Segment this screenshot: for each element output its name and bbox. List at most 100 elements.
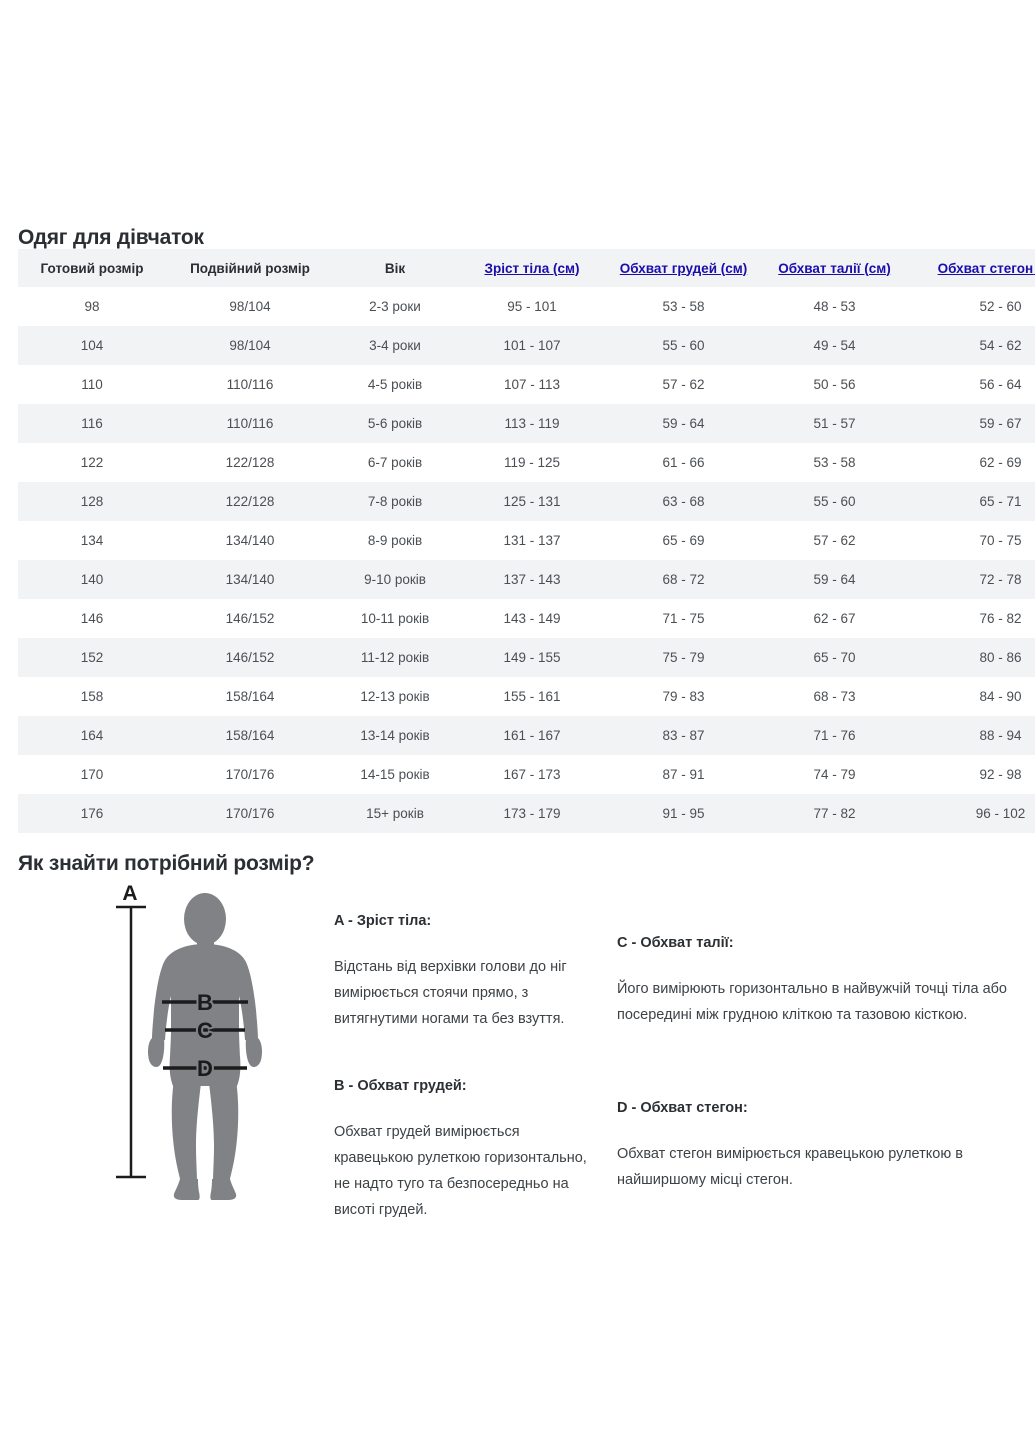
table-row: 170 170/176 14-15 років 167 - 173 87 - 91 74 … [18,755,1035,794]
table-cell-col3: 11-12 років [334,638,456,677]
table-cell-col4: 161 - 167 [456,716,608,755]
table-cell-col2: 170/176 [166,794,334,833]
table-row: 116 110/116 5-6 років 113 - 119 59 - 64 51 - … [18,404,1035,443]
table-cell-col6: 55 - 60 [759,482,910,521]
description-hip-girth: D - Обхват стегон: Обхват стегон вимірює… [617,1095,1009,1193]
table-cell-col1: 140 [18,560,166,599]
table-cell-col3: 15+ років [334,794,456,833]
table-cell-col6: 57 - 62 [759,521,910,560]
table-cell-col7: 96 - 102 [910,794,1035,833]
description-title-a: A - Зріст тіла: [334,913,432,929]
table-cell-col4: 137 - 143 [456,560,608,599]
svg-text:D: D [197,1056,213,1081]
table-cell-col7: 70 - 75 [910,521,1035,560]
table-cell-col2: 122/128 [166,482,334,521]
table-row: 146 146/152 10-11 років 143 - 149 71 - 75 62 … [18,599,1035,638]
table-cell-col6: 62 - 67 [759,599,910,638]
table-cell-col5: 53 - 58 [608,287,759,326]
table-cell-col4: 173 - 179 [456,794,608,833]
table-cell-col7: 76 - 82 [910,599,1035,638]
table-row: 104 98/104 3-4 роки 101 - 107 55 - 60 49 - 54… [18,326,1035,365]
table-cell-col1: 146 [18,599,166,638]
table-cell-col3: 10-11 років [334,599,456,638]
table-row: 110 110/116 4-5 років 107 - 113 57 - 62 50 - … [18,365,1035,404]
table-cell-col5: 79 - 83 [608,677,759,716]
table-cell-col6: 68 - 73 [759,677,910,716]
table-cell-col6: 53 - 58 [759,443,910,482]
table-cell-col7: 88 - 94 [910,716,1035,755]
table-cell-col7: 54 - 62 [910,326,1035,365]
table-cell-col4: 101 - 107 [456,326,608,365]
column-header-unit: (см) [860,260,891,276]
table-cell-col7: 92 - 98 [910,755,1035,794]
table-cell-col7: 62 - 69 [910,443,1035,482]
table-cell-col5: 75 - 79 [608,638,759,677]
table-cell-col5: 65 - 69 [608,521,759,560]
table-cell-col2: 134/140 [166,521,334,560]
table-cell-col5: 71 - 75 [608,599,759,638]
column-header-link-label: Зріст тіла [484,260,550,276]
table-cell-col4: 167 - 173 [456,755,608,794]
table-cell-col2: 158/164 [166,677,334,716]
column-header-7[interactable]: Обхват стегон (см) [910,249,1035,287]
table-row: 164 158/164 13-14 років 161 - 167 83 - 87 71 … [18,716,1035,755]
table-cell-col3: 4-5 років [334,365,456,404]
table-cell-col2: 110/116 [166,365,334,404]
table-cell-col3: 13-14 років [334,716,456,755]
table-row: 98 98/104 2-3 роки 95 - 101 53 - 58 48 - 53 52… [18,287,1035,326]
table-cell-col4: 119 - 125 [456,443,608,482]
svg-text:C: C [197,1018,213,1043]
table-row: 122 122/128 6-7 років 119 - 125 61 - 66 53 - … [18,443,1035,482]
table-cell-col7: 59 - 67 [910,404,1035,443]
table-cell-col2: 98/104 [166,326,334,365]
table-cell-col2: 158/164 [166,716,334,755]
column-header-1: Готовий розмір [18,249,166,287]
table-cell-col2: 122/128 [166,443,334,482]
table-row: 128 122/128 7-8 років 125 - 131 63 - 68 55 - … [18,482,1035,521]
table-header: Готовий розмір Подвійний розмір Вік Зріст т… [18,249,1035,287]
column-header-5[interactable]: Обхват грудей (см) [608,249,759,287]
table-cell-col3: 3-4 роки [334,326,456,365]
table-cell-col7: 56 - 64 [910,365,1035,404]
table-cell-col5: 59 - 64 [608,404,759,443]
table-cell-col4: 113 - 119 [456,404,608,443]
table-cell-col3: 5-6 років [334,404,456,443]
description-text-b: Обхват грудей вимірюється кравецькою рул… [334,1124,587,1218]
table-cell-col1: 110 [18,365,166,404]
table-cell-col6: 77 - 82 [759,794,910,833]
table-cell-col1: 128 [18,482,166,521]
table-cell-col2: 170/176 [166,755,334,794]
child-silhouette [148,893,262,1200]
description-waist-girth: C - Обхват талії: Його вимірюють горизон… [617,930,1009,1028]
table-cell-col1: 98 [18,287,166,326]
table-cell-col6: 74 - 79 [759,755,910,794]
table-cell-col4: 125 - 131 [456,482,608,521]
column-header-unit: (см) [549,260,580,276]
table-cell-col4: 131 - 137 [456,521,608,560]
table-cell-col4: 143 - 149 [456,599,608,638]
table-cell-col1: 116 [18,404,166,443]
table-cell-col6: 65 - 70 [759,638,910,677]
table-cell-col4: 155 - 161 [456,677,608,716]
table-cell-col3: 14-15 років [334,755,456,794]
column-header-2: Подвійний розмір [166,249,334,287]
table-cell-col1: 122 [18,443,166,482]
table-cell-col7: 80 - 86 [910,638,1035,677]
description-chest-girth: B - Обхват грудей: Обхват грудей вимірює… [334,1073,596,1223]
body-measurement-diagram: A [108,880,293,1210]
description-title-d: D - Обхват стегон: [617,1100,748,1116]
column-header-link-label: Обхват стегон [937,260,1034,276]
table-cell-col7: 84 - 90 [910,677,1035,716]
table-cell-col4: 107 - 113 [456,365,608,404]
table-cell-col1: 170 [18,755,166,794]
table-cell-col1: 104 [18,326,166,365]
page-title-how-to-find-size: Як знайти потрібний розмір? [18,852,315,876]
table-cell-col5: 68 - 72 [608,560,759,599]
table-cell-col1: 176 [18,794,166,833]
table-cell-col3: 9-10 років [334,560,456,599]
table-cell-col5: 63 - 68 [608,482,759,521]
column-header-4[interactable]: Зріст тіла (см) [456,249,608,287]
description-title-c: C - Обхват талії: [617,935,734,951]
column-header-6[interactable]: Обхват талії (см) [759,249,910,287]
height-measure-line: A [116,882,146,1179]
